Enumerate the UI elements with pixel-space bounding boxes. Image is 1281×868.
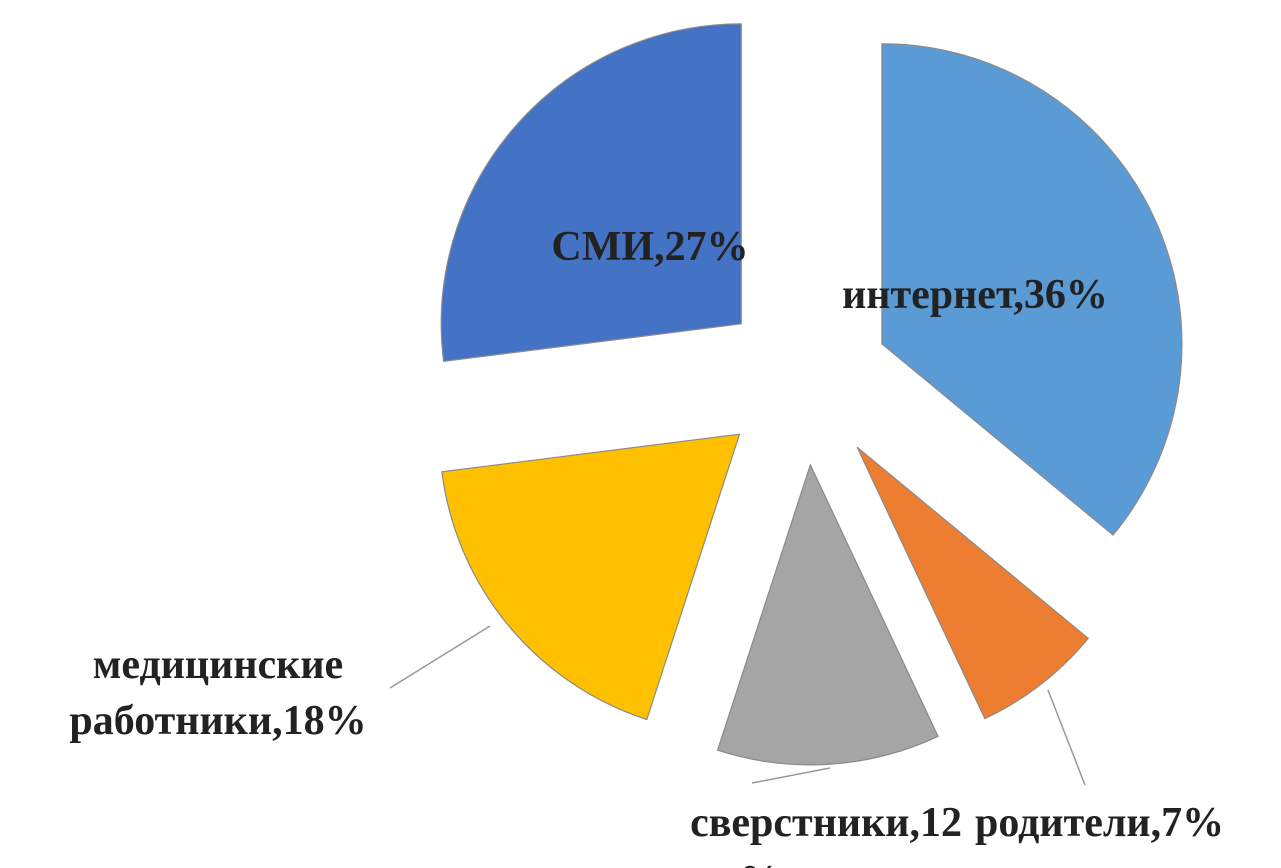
data-label: интернет,36% [842,272,1108,318]
leader-lines [389,625,1086,786]
label-line: медицинские [93,642,343,688]
slices [440,23,1183,766]
data-label: родители,7% [975,800,1224,846]
slice [441,433,741,721]
label-line: сверстники,12 [690,800,962,846]
slice [881,43,1183,536]
data-label: сверстники,12% [690,800,962,868]
labels: интернет,36% родители,7% сверстники,12% мед… [69,224,1224,868]
leader-line [1047,689,1086,786]
leader-line [751,767,831,784]
label-line: СМИ,27% [551,224,748,270]
slice [716,463,939,766]
slice [440,23,742,363]
label-line: работники,18% [69,698,366,744]
label-line: интернет,36% [842,272,1108,318]
leader-line [389,625,491,689]
data-label: медицинские работники,18% [69,642,366,744]
data-label: СМИ,27% [551,224,748,270]
label-line: % [739,858,781,868]
slice [856,446,1090,720]
label-line: родители,7% [975,800,1224,846]
